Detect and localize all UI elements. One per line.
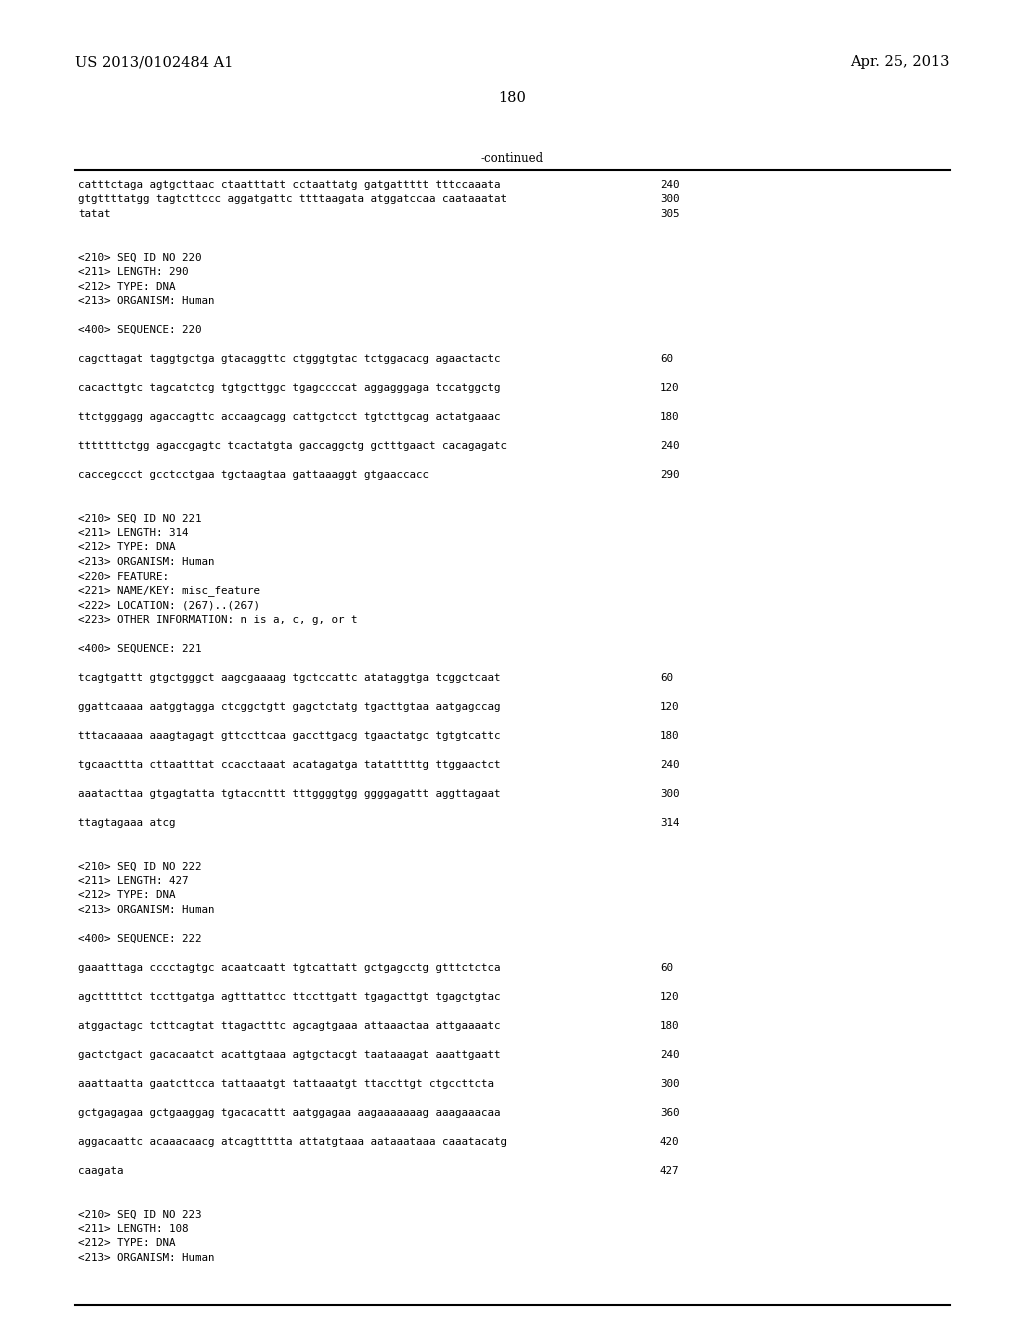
Text: 427: 427 <box>660 1166 680 1176</box>
Text: <210> SEQ ID NO 222: <210> SEQ ID NO 222 <box>78 862 202 871</box>
Text: aggacaattc acaaacaacg atcagttttta attatgtaaa aataaataaa caaatacatg: aggacaattc acaaacaacg atcagttttta attatg… <box>78 1137 507 1147</box>
Text: gactctgact gacacaatct acattgtaaa agtgctacgt taataaagat aaattgaatt: gactctgact gacacaatct acattgtaaa agtgcta… <box>78 1049 501 1060</box>
Text: <400> SEQUENCE: 222: <400> SEQUENCE: 222 <box>78 935 202 944</box>
Text: <212> TYPE: DNA: <212> TYPE: DNA <box>78 1238 175 1249</box>
Text: <213> ORGANISM: Human: <213> ORGANISM: Human <box>78 296 214 306</box>
Text: gctgagagaa gctgaaggag tgacacattt aatggagaa aagaaaaaaag aaagaaacaa: gctgagagaa gctgaaggag tgacacattt aatggag… <box>78 1107 501 1118</box>
Text: 300: 300 <box>660 789 680 799</box>
Text: 360: 360 <box>660 1107 680 1118</box>
Text: 120: 120 <box>660 383 680 393</box>
Text: aaattaatta gaatcttcca tattaaatgt tattaaatgt ttaccttgt ctgccttcta: aaattaatta gaatcttcca tattaaatgt tattaaa… <box>78 1078 494 1089</box>
Text: 180: 180 <box>498 91 526 106</box>
Text: Apr. 25, 2013: Apr. 25, 2013 <box>851 55 950 69</box>
Text: -continued: -continued <box>480 152 544 165</box>
Text: 300: 300 <box>660 194 680 205</box>
Text: caccegccct gcctcctgaa tgctaagtaa gattaaaggt gtgaaccacc: caccegccct gcctcctgaa tgctaagtaa gattaaa… <box>78 470 429 480</box>
Text: <211> LENGTH: 314: <211> LENGTH: 314 <box>78 528 188 539</box>
Text: <221> NAME/KEY: misc_feature: <221> NAME/KEY: misc_feature <box>78 586 260 597</box>
Text: tcagtgattt gtgctgggct aagcgaaaag tgctccattc atataggtga tcggctcaat: tcagtgattt gtgctgggct aagcgaaaag tgctcca… <box>78 673 501 682</box>
Text: tttacaaaaa aaagtagagt gttccttcaa gaccttgacg tgaactatgc tgtgtcattc: tttacaaaaa aaagtagagt gttccttcaa gaccttg… <box>78 731 501 741</box>
Text: tttttttctgg agaccgagtc tcactatgta gaccaggctg gctttgaact cacagagatc: tttttttctgg agaccgagtc tcactatgta gaccag… <box>78 441 507 451</box>
Text: 305: 305 <box>660 209 680 219</box>
Text: 60: 60 <box>660 354 673 364</box>
Text: 290: 290 <box>660 470 680 480</box>
Text: <210> SEQ ID NO 220: <210> SEQ ID NO 220 <box>78 252 202 263</box>
Text: <400> SEQUENCE: 221: <400> SEQUENCE: 221 <box>78 644 202 653</box>
Text: US 2013/0102484 A1: US 2013/0102484 A1 <box>75 55 233 69</box>
Text: ttctgggagg agaccagttc accaagcagg cattgctcct tgtcttgcag actatgaaac: ttctgggagg agaccagttc accaagcagg cattgct… <box>78 412 501 422</box>
Text: <211> LENGTH: 108: <211> LENGTH: 108 <box>78 1224 188 1234</box>
Text: 180: 180 <box>660 412 680 422</box>
Text: 314: 314 <box>660 818 680 828</box>
Text: 180: 180 <box>660 731 680 741</box>
Text: ttagtagaaa atcg: ttagtagaaa atcg <box>78 818 175 828</box>
Text: <220> FEATURE:: <220> FEATURE: <box>78 572 169 582</box>
Text: 120: 120 <box>660 702 680 711</box>
Text: <211> LENGTH: 290: <211> LENGTH: 290 <box>78 267 188 277</box>
Text: gaaatttaga cccctagtgc acaatcaatt tgtcattatt gctgagcctg gtttctctca: gaaatttaga cccctagtgc acaatcaatt tgtcatt… <box>78 964 501 973</box>
Text: aaatacttaa gtgagtatta tgtaccnttt tttggggtgg ggggagattt aggttagaat: aaatacttaa gtgagtatta tgtaccnttt tttgggg… <box>78 789 501 799</box>
Text: <213> ORGANISM: Human: <213> ORGANISM: Human <box>78 557 214 568</box>
Text: tgcaacttta cttaatttat ccacctaaat acatagatga tatatttttg ttggaactct: tgcaacttta cttaatttat ccacctaaat acataga… <box>78 760 501 770</box>
Text: cagcttagat taggtgctga gtacaggttc ctgggtgtac tctggacacg agaactactc: cagcttagat taggtgctga gtacaggttc ctgggtg… <box>78 354 501 364</box>
Text: 240: 240 <box>660 180 680 190</box>
Text: <212> TYPE: DNA: <212> TYPE: DNA <box>78 543 175 553</box>
Text: 60: 60 <box>660 673 673 682</box>
Text: 420: 420 <box>660 1137 680 1147</box>
Text: <222> LOCATION: (267)..(267): <222> LOCATION: (267)..(267) <box>78 601 260 610</box>
Text: <210> SEQ ID NO 221: <210> SEQ ID NO 221 <box>78 513 202 524</box>
Text: 120: 120 <box>660 993 680 1002</box>
Text: <213> ORGANISM: Human: <213> ORGANISM: Human <box>78 1253 214 1263</box>
Text: atggactagc tcttcagtat ttagactttc agcagtgaaa attaaactaa attgaaaatc: atggactagc tcttcagtat ttagactttc agcagtg… <box>78 1020 501 1031</box>
Text: <211> LENGTH: 427: <211> LENGTH: 427 <box>78 876 188 886</box>
Text: cacacttgtc tagcatctcg tgtgcttggc tgagccccat aggagggaga tccatggctg: cacacttgtc tagcatctcg tgtgcttggc tgagccc… <box>78 383 501 393</box>
Text: <213> ORGANISM: Human: <213> ORGANISM: Human <box>78 906 214 915</box>
Text: <210> SEQ ID NO 223: <210> SEQ ID NO 223 <box>78 1209 202 1220</box>
Text: <400> SEQUENCE: 220: <400> SEQUENCE: 220 <box>78 325 202 335</box>
Text: <223> OTHER INFORMATION: n is a, c, g, or t: <223> OTHER INFORMATION: n is a, c, g, o… <box>78 615 357 624</box>
Text: 300: 300 <box>660 1078 680 1089</box>
Text: 60: 60 <box>660 964 673 973</box>
Text: <212> TYPE: DNA: <212> TYPE: DNA <box>78 891 175 900</box>
Text: 240: 240 <box>660 441 680 451</box>
Text: 240: 240 <box>660 1049 680 1060</box>
Text: tatat: tatat <box>78 209 111 219</box>
Text: 240: 240 <box>660 760 680 770</box>
Text: <212> TYPE: DNA: <212> TYPE: DNA <box>78 281 175 292</box>
Text: agctttttct tccttgatga agtttattcc ttccttgatt tgagacttgt tgagctgtac: agctttttct tccttgatga agtttattcc ttccttg… <box>78 993 501 1002</box>
Text: catttctaga agtgcttaac ctaatttatt cctaattatg gatgattttt tttccaaata: catttctaga agtgcttaac ctaatttatt cctaatt… <box>78 180 501 190</box>
Text: gtgttttatgg tagtcttccc aggatgattc ttttaagata atggatccaa caataaatat: gtgttttatgg tagtcttccc aggatgattc ttttaa… <box>78 194 507 205</box>
Text: caagata: caagata <box>78 1166 124 1176</box>
Text: ggattcaaaa aatggtagga ctcggctgtt gagctctatg tgacttgtaa aatgagccag: ggattcaaaa aatggtagga ctcggctgtt gagctct… <box>78 702 501 711</box>
Text: 180: 180 <box>660 1020 680 1031</box>
